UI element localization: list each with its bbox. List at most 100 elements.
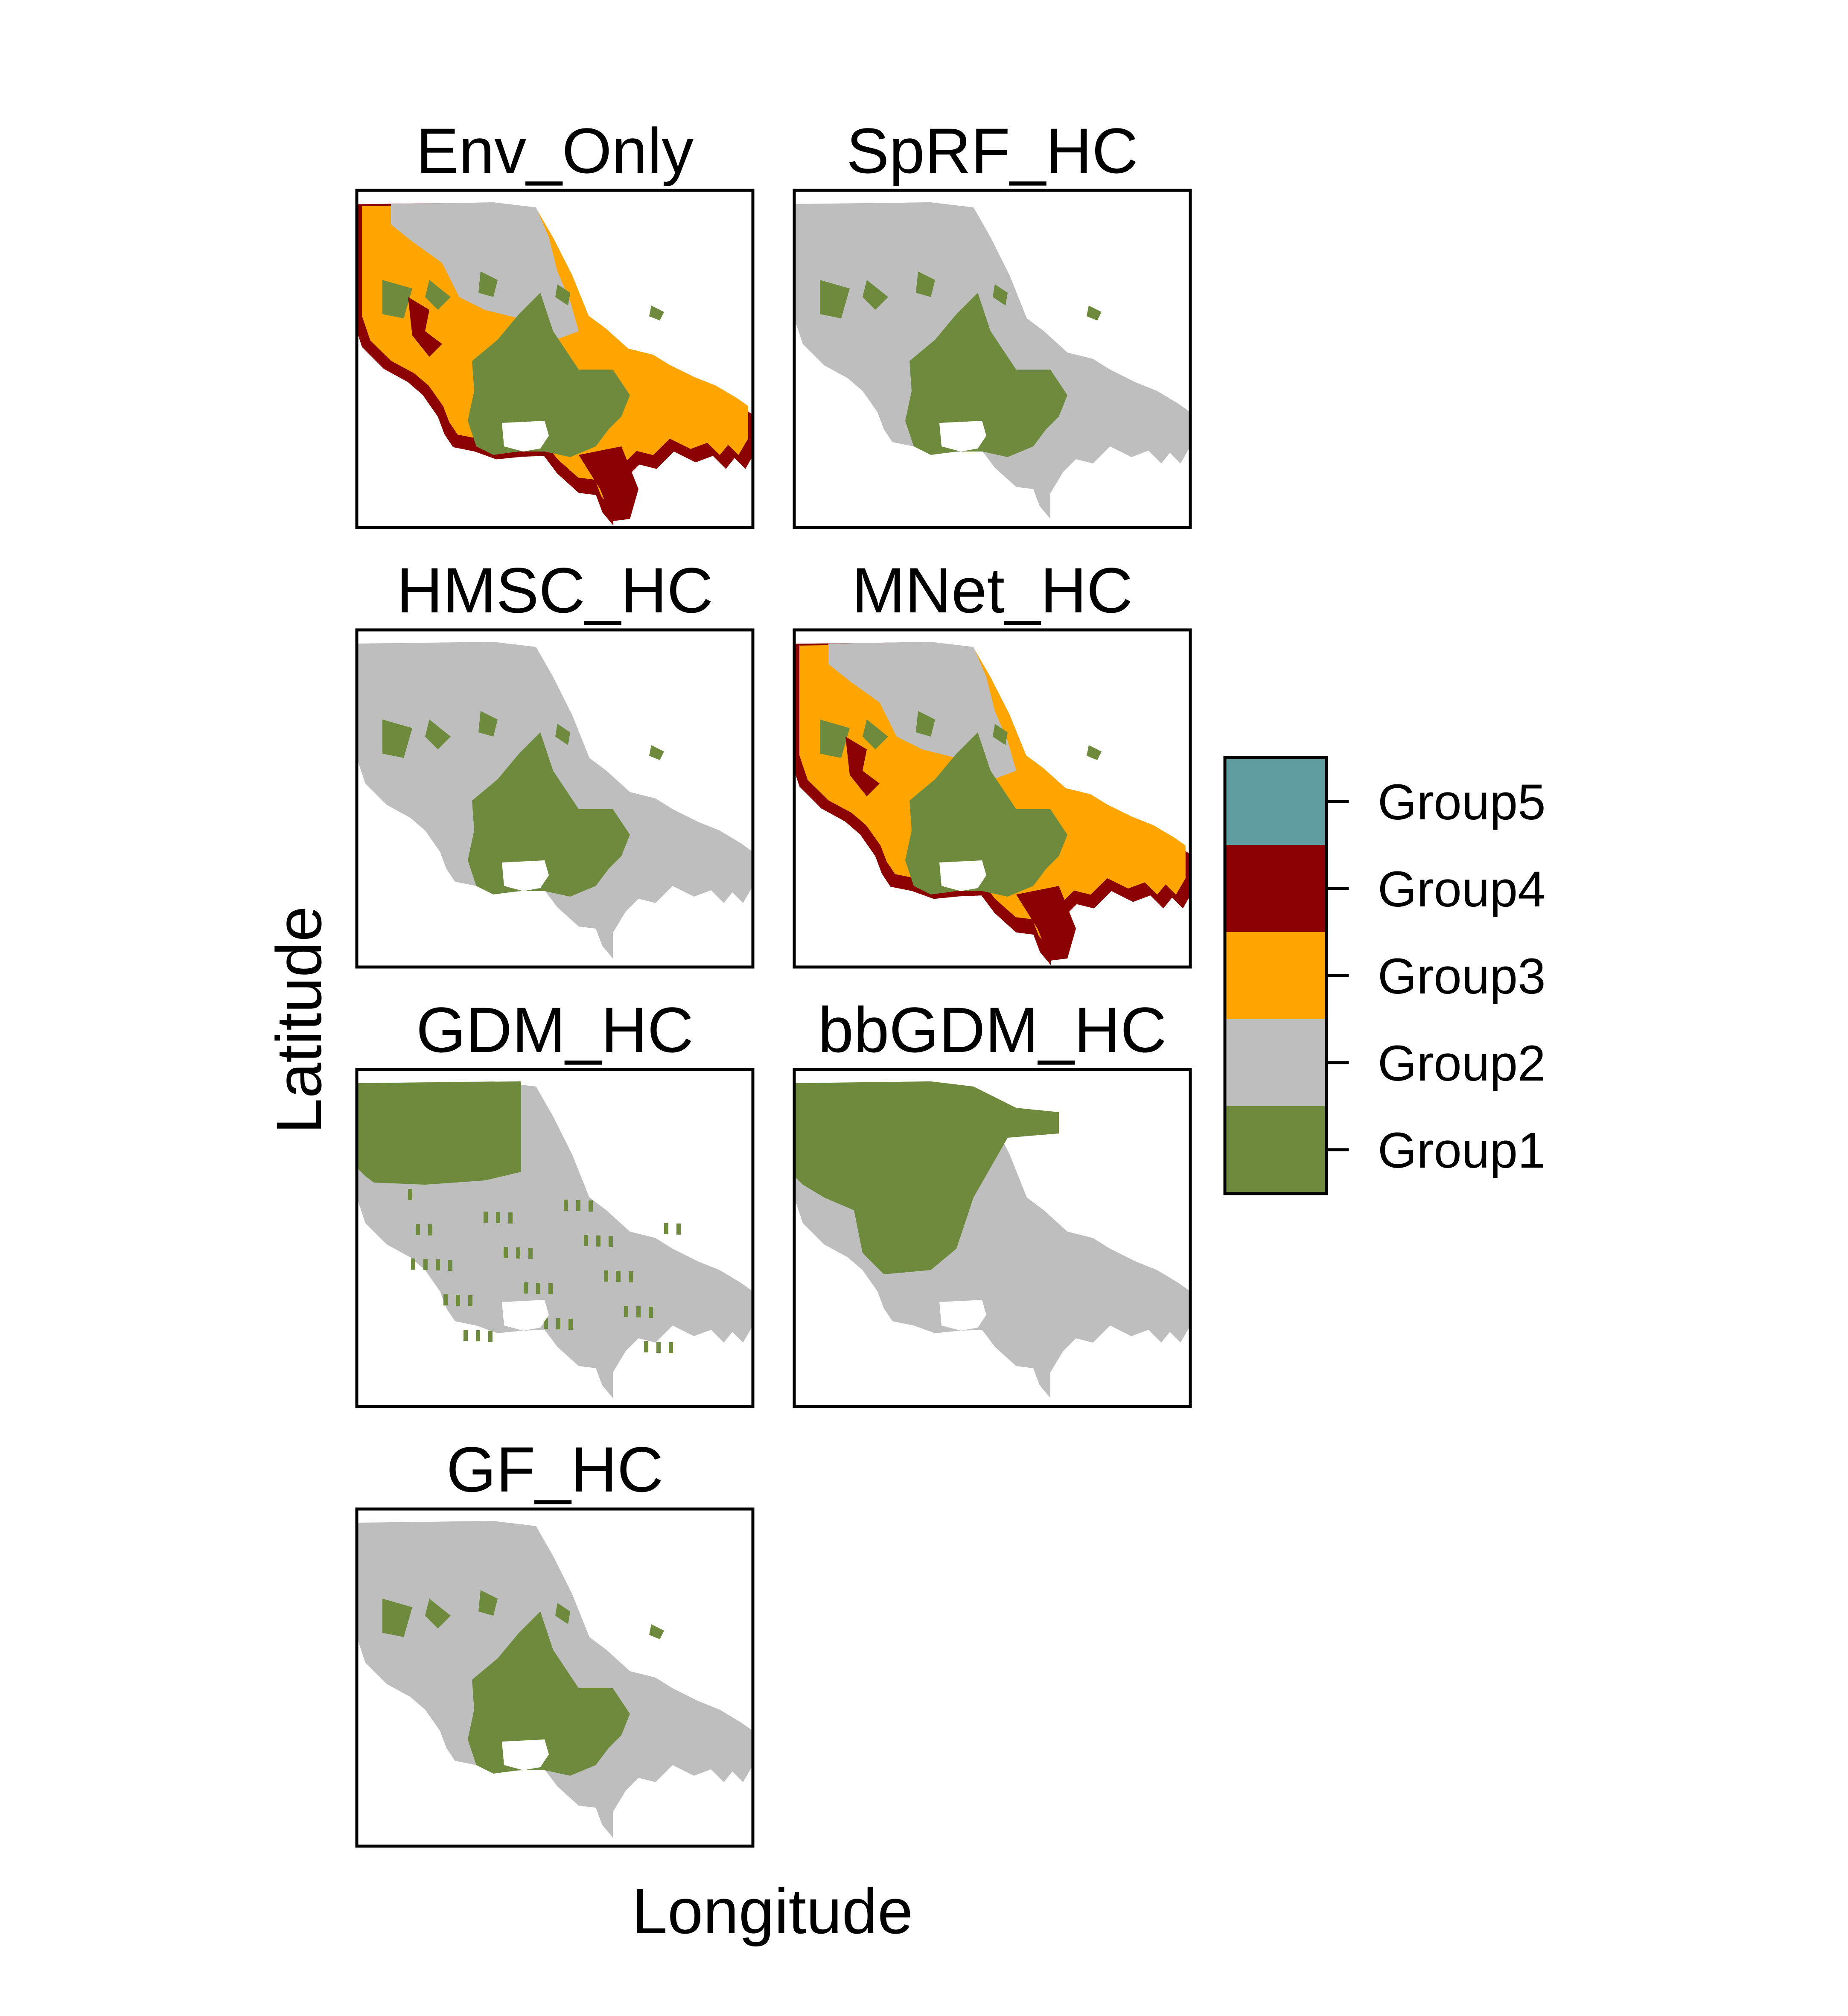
group1-speckle	[649, 1307, 653, 1318]
map-panel-sprf-hc	[793, 189, 1192, 529]
group1-speckle	[496, 1212, 500, 1223]
panel-title-gf-hc: GF_HC	[446, 1433, 663, 1505]
legend-label-group5: Group5	[1378, 774, 1546, 830]
group1-patch	[478, 711, 498, 737]
panel-frame	[355, 628, 755, 969]
panel-title-bbgdm-hc: bbGDM_HC	[818, 994, 1167, 1066]
map-panel-hmsc-hc	[355, 628, 755, 969]
group1-region	[468, 732, 630, 897]
group1-speckle	[536, 1283, 540, 1294]
group1-patch	[425, 1599, 451, 1629]
group1-speckle	[664, 1223, 668, 1234]
group1-speckle	[548, 1283, 553, 1294]
legend-swatch-group2	[1225, 1019, 1326, 1106]
group1-patch	[916, 271, 935, 297]
panel-frame	[793, 189, 1192, 529]
group1-speckle	[629, 1271, 633, 1282]
water-body	[939, 421, 986, 452]
group1-speckle	[416, 1224, 420, 1235]
group1-speckle	[484, 1212, 488, 1223]
group1-speckle	[436, 1259, 440, 1270]
panel-frame	[355, 1507, 755, 1848]
group1-patch	[863, 280, 888, 310]
water-body	[939, 860, 986, 891]
legend-swatch-group4	[1225, 845, 1326, 932]
group1-speckle	[656, 1342, 661, 1353]
group1-speckle	[408, 1189, 412, 1200]
group1-speckle	[508, 1212, 513, 1224]
group1-patch	[555, 1603, 570, 1624]
group1-region	[357, 1081, 521, 1185]
water-body	[502, 860, 549, 891]
group1-patch	[1087, 306, 1102, 320]
group4-region	[579, 446, 638, 521]
group1-speckle	[556, 1318, 560, 1329]
group1-speckle	[644, 1341, 648, 1352]
group1-speckle	[576, 1200, 580, 1211]
group1-patch	[555, 284, 570, 306]
group1-speckle	[596, 1235, 600, 1247]
group4-region	[1016, 886, 1076, 961]
group1-patch	[425, 720, 451, 749]
panel-title-hmsc-hc: HMSC_HC	[396, 554, 713, 626]
group1-speckle	[616, 1271, 621, 1282]
map-panel-bbgdm-hc	[793, 1068, 1192, 1408]
group1-speckle	[516, 1247, 520, 1259]
group1-patch	[478, 1590, 498, 1616]
group1-patch	[555, 724, 570, 745]
legend-label-group1: Group1	[1378, 1122, 1546, 1179]
group1-patch	[649, 306, 664, 320]
map-panel-mnet-hc	[793, 628, 1192, 969]
legend: Group5 Group4 Group3 Group2 Group1	[1223, 756, 1546, 1195]
group1-speckle	[456, 1295, 460, 1306]
legend-label-group2: Group2	[1378, 1035, 1546, 1092]
group1-patch	[649, 745, 664, 760]
legend-label-group3: Group3	[1378, 948, 1546, 1005]
water-body	[939, 1300, 986, 1331]
group1-patch	[1087, 745, 1102, 760]
group1-region	[905, 732, 1067, 897]
panel-title-gdm-hc: GDM_HC	[416, 994, 694, 1066]
group1-speckle	[448, 1260, 452, 1271]
group1-speckle	[676, 1224, 681, 1235]
group1-patch	[993, 724, 1008, 745]
panel-title-mnet-hc: MNet_HC	[852, 554, 1133, 626]
group1-speckle	[568, 1319, 573, 1330]
group1-speckle	[669, 1342, 673, 1353]
x-axis-label: Longitude	[632, 1875, 913, 1947]
group1-speckle	[604, 1270, 608, 1282]
panel-frame	[355, 189, 755, 529]
group1-patch	[820, 280, 850, 318]
group1-region	[905, 293, 1067, 457]
group1-speckle	[589, 1200, 593, 1212]
group1-patch	[863, 720, 888, 749]
group1-patch	[649, 1624, 664, 1639]
legend-swatch-group5	[1225, 757, 1326, 845]
map-panel-env-only	[355, 189, 755, 529]
panel-title-env-only: Env_Only	[416, 115, 694, 186]
group4-region	[845, 737, 880, 796]
group4-region	[408, 297, 442, 357]
group1-region	[468, 293, 630, 457]
group1-patch	[993, 284, 1008, 306]
water-body	[502, 1739, 549, 1770]
group1-speckle	[544, 1318, 548, 1329]
panel-frame	[355, 1068, 755, 1408]
group1-speckle	[528, 1248, 533, 1259]
group1-speckle	[463, 1330, 468, 1341]
group1-speckle	[468, 1295, 472, 1306]
group1-speckle	[504, 1247, 508, 1258]
group1-speckle	[411, 1259, 415, 1270]
group1-region	[794, 1081, 1059, 1274]
group1-patch	[382, 720, 412, 758]
map-panel-gdm-hc	[355, 1068, 755, 1408]
group1-speckle	[636, 1306, 641, 1317]
group1-patch	[382, 280, 412, 318]
group1-patch	[478, 271, 498, 297]
map-panel-gf-hc	[355, 1507, 755, 1848]
group1-speckle	[524, 1282, 528, 1294]
legend-swatch-group3	[1225, 932, 1326, 1019]
group1-speckle	[488, 1331, 493, 1342]
group1-region	[468, 1611, 630, 1776]
